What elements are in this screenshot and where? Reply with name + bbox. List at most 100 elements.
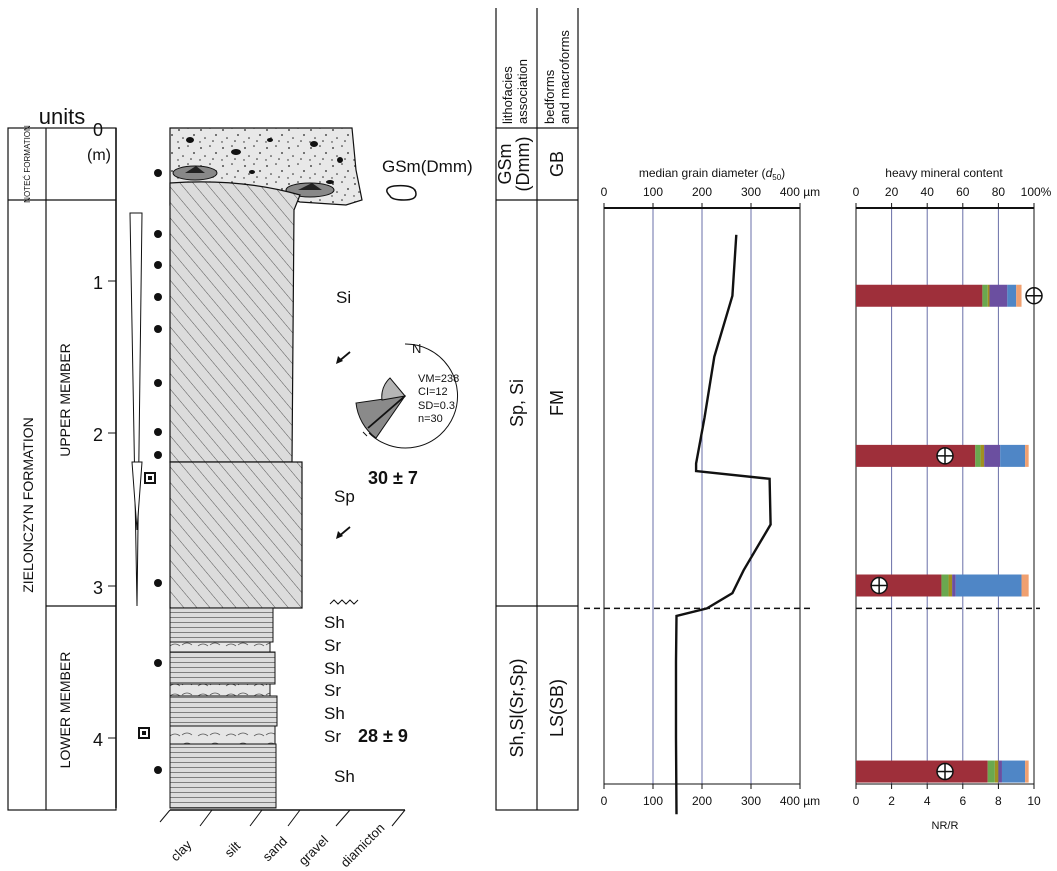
depth-ticks	[108, 127, 116, 739]
hm-top-tick-label: 0	[853, 185, 860, 199]
table-row1-bed: GB	[547, 151, 567, 177]
facies-label-sr-3: Sr	[324, 727, 341, 746]
nr-r-marker-icon	[936, 762, 954, 781]
rose-stat-ci: CI=12	[418, 386, 448, 398]
hm-bar-segment	[948, 574, 953, 597]
nr-r-marker-icon	[1025, 287, 1043, 305]
hm-bar-segment	[941, 574, 949, 597]
paleocurrent-arrow-icon	[336, 351, 351, 364]
depth-tick-4: 4	[93, 730, 103, 750]
hm-bar-segment	[975, 444, 981, 467]
table-row2-bed: FM	[547, 390, 567, 416]
nr-r-marker-icon	[936, 447, 954, 465]
grain-scale-diamicton: diamicton	[338, 820, 388, 870]
hm-bar-segment	[1016, 284, 1022, 307]
sp-bed	[169, 461, 303, 609]
rose-circle	[368, 343, 459, 449]
table-header-lithofacies: lithofacies	[500, 66, 515, 124]
rose-north: N	[412, 341, 421, 356]
date-upper: 30 ± 7	[368, 468, 418, 488]
sample-dots	[154, 169, 162, 774]
hm-bar-segment	[955, 574, 1022, 597]
hm-bar-segment	[856, 284, 983, 307]
sr-bed-2	[169, 683, 271, 697]
hm-bar-segment	[952, 574, 956, 597]
facies-label-sh-2: Sh	[324, 659, 345, 678]
sh-bed-4	[169, 743, 277, 809]
facies-label-sr-1: Sr	[324, 636, 341, 655]
hm-bar-segment	[982, 284, 988, 307]
grain-scale-clay: clay	[168, 837, 195, 864]
rose-stat-vm: VM=238	[418, 373, 459, 385]
date-lower: 28 ± 9	[358, 726, 408, 746]
rose-diagram	[355, 343, 459, 449]
hm-bottom-axis-label: NR/R	[932, 820, 959, 832]
depth-tick-3: 3	[93, 578, 103, 598]
paleocurrent-arrow-icon	[336, 526, 351, 539]
facies-label-sp: Sp	[334, 487, 355, 506]
table-header-bedforms-line2: and macroforms	[557, 30, 572, 124]
hm-bar-segment	[856, 444, 976, 467]
association-table	[495, 8, 579, 811]
hm-bar-segment	[1025, 444, 1029, 467]
hm-bar-segment	[987, 284, 990, 307]
hm-bar-segment	[994, 760, 999, 783]
hm-bar-segment	[856, 574, 942, 597]
depth-tick-0: 0	[93, 120, 103, 140]
dating-sample-markers	[138, 472, 156, 739]
trend-wedge-lower	[131, 461, 143, 531]
table-header-lithofacies-line2: association	[515, 59, 530, 124]
hm-bottom-tick-label: 4	[924, 794, 931, 808]
member-lower-label: LOWER MEMBER	[57, 652, 73, 769]
gs-top-tick-label: 100	[643, 185, 663, 199]
sr-bed-1	[169, 641, 271, 653]
clast-symbol-icon	[386, 184, 417, 201]
hm-bottom-tick-label: 10	[1027, 794, 1041, 808]
hm-bottom-tick-label: 8	[995, 794, 1002, 808]
grain-size-chart: median grain diameter (d50) 0 0 100 100 200 2…	[584, 166, 820, 815]
hm-bar-segment	[1025, 760, 1029, 783]
nr-r-marker-icon	[870, 576, 888, 595]
rose-stat-sd: SD=0.3	[418, 400, 455, 412]
hm-bar-segment	[984, 444, 1001, 467]
hm-bottom-tick-label: 0	[853, 794, 860, 808]
gs-top-tick-label: 300	[741, 185, 761, 199]
unit-noteć-label: NOTEĆ FORMATION	[23, 125, 32, 203]
hm-bar-segment	[980, 444, 985, 467]
rose-stat-n: n=30	[418, 413, 443, 425]
gs-bottom-tick-label: 400 µm	[780, 794, 820, 808]
grain-scale-sand: sand	[260, 834, 291, 865]
hm-bar-segment	[1000, 444, 1026, 467]
table-header-bedforms-line1: bedforms	[542, 69, 557, 124]
table-row2-litho: Sp, Si	[507, 379, 527, 427]
sh-bed-2	[169, 651, 276, 685]
hm-chart-title: heavy mineral content	[885, 166, 1003, 180]
depth-tick-2: 2	[93, 425, 103, 445]
hm-bar-segment	[1007, 284, 1017, 307]
gs-top-tick-label: 0	[601, 185, 608, 199]
sh-bed-1	[169, 607, 274, 643]
grain-scale	[159, 809, 406, 827]
facies-label-gsm: GSm(Dmm)	[382, 157, 473, 176]
table-row3-bed: LS(SB)	[547, 679, 567, 737]
sr-bed-3	[169, 725, 276, 745]
table-row1-litho-line2: (Dmm)	[513, 137, 533, 192]
facies-label-sh-1: Sh	[324, 613, 345, 632]
gs-top-tick-label: 200	[692, 185, 712, 199]
hm-bar-segment	[1001, 760, 1026, 783]
lithology-column	[169, 127, 363, 809]
gs-chart-title: median grain diameter (d50)	[639, 166, 785, 182]
gs-bottom-tick-label: 200	[692, 794, 712, 808]
sh-bed-3	[169, 695, 278, 727]
heavy-mineral-chart: heavy mineral content 0 0 20 2 40 4 60 6 80 8 100%…	[853, 166, 1052, 832]
depth-unit: (m)	[87, 147, 111, 164]
hm-bar-segment	[1021, 574, 1029, 597]
facies-label-si: Si	[336, 288, 351, 307]
facies-label-sh-3: Sh	[324, 704, 345, 723]
table-row3-litho: Sh,Sl(Sr,Sp)	[507, 658, 527, 757]
units-header: units	[39, 104, 85, 129]
hm-top-tick-label: 40	[921, 185, 935, 199]
hm-top-tick-label: 80	[992, 185, 1006, 199]
trend-wedge-upper	[129, 212, 143, 607]
hm-top-tick-label: 100%	[1021, 185, 1052, 199]
